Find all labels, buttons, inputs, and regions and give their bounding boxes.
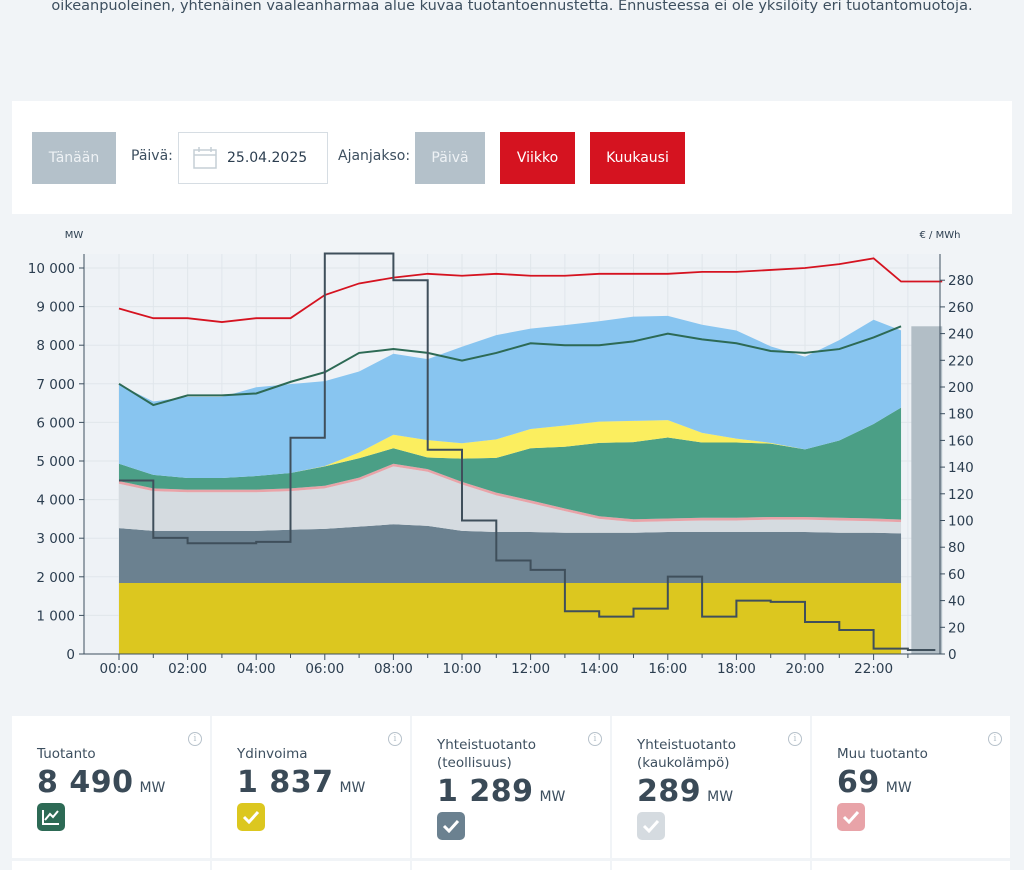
card-unit: MW [139,780,166,796]
card-title: Yhteistuotanto (kaukolämpö) [637,737,736,771]
right-tick-label: 40 [948,594,965,610]
summary-card: i Yhteistuotanto (teollisuus) 1 289 MW [412,716,610,858]
card-unit: MW [339,780,366,796]
right-tick-label: 20 [948,620,965,636]
card-unit: MW [885,780,912,796]
info-icon[interactable]: i [388,732,402,746]
x-tick-label: 20:00 [786,661,825,677]
right-tick-label: 180 [948,407,974,423]
total-production-line [118,325,902,407]
card-title: Yhteistuotanto (teollisuus) [437,737,536,771]
right-tick-label: 60 [948,567,965,583]
right-tick-label: 0 [948,647,957,663]
x-tick-label: 06:00 [305,661,344,677]
check-icon[interactable] [437,812,465,840]
x-tick-label: 14:00 [580,661,619,677]
right-tick-label: 240 [948,327,974,343]
right-tick-label: 140 [948,460,974,476]
card-unit: MW [707,789,734,805]
right-tick-label: 280 [948,273,974,289]
area-series-chp_industry [119,524,902,584]
card-row-2 [612,861,810,870]
card-title: Ydinvoima [237,746,308,762]
price-line [119,252,936,651]
card-row-2 [812,861,1010,870]
x-tick-label: 10:00 [443,661,482,677]
left-tick-label: 10 000 [28,261,75,277]
check-icon[interactable] [837,803,865,831]
card-value: 8 490 MW [37,765,166,800]
info-icon[interactable]: i [188,732,202,746]
card-value: 1 289 MW [437,774,566,809]
left-tick-label: 2 000 [36,570,75,586]
left-tick-label: 0 [66,647,75,663]
left-tick-label: 1 000 [36,608,75,624]
production-chart: 0 1 000 2 000 3 000 4 000 5 000 6 000 7 000 8 00… [12,214,1012,714]
line-chart-icon [37,803,65,831]
left-tick-label: 8 000 [36,338,75,354]
card-row-2 [12,861,210,870]
card-row-2 [212,861,410,870]
x-tick-label: 22:00 [854,661,893,677]
right-tick-label: 100 [948,514,974,530]
date-value: 25.04.2025 [227,150,308,166]
summary-card: i Ydinvoima 1 837 MW [212,716,410,858]
x-tick-label: 08:00 [374,661,413,677]
left-axis-unit: MW [65,230,84,241]
info-icon[interactable]: i [788,732,802,746]
controls-panel: Tänään Päivä: 25.04.2025 Ajanjakso: Päiv… [12,101,1012,214]
right-axis-unit: € / MWh [920,230,961,241]
right-tick-label: 120 [948,487,974,503]
left-tick-label: 6 000 [36,415,75,431]
info-icon[interactable]: i [988,732,1002,746]
right-tick-label: 200 [948,380,974,396]
area-series-chp_district [119,466,902,534]
intro-text: oikeanpuoleinen, yhtenäinen vaaleanharma… [51,0,973,14]
area-series-solar [119,407,902,478]
date-input[interactable]: 25.04.2025 [178,132,328,184]
x-tick-label: 16:00 [648,661,687,677]
right-tick-label: 80 [948,540,965,556]
x-tick-label: 12:00 [511,661,550,677]
card-title: Muu tuotanto [837,746,928,762]
card-value: 1 837 MW [237,765,366,800]
date-label: Päivä: [131,148,173,164]
left-tick-label: 5 000 [36,454,75,470]
card-value: 69 MW [837,765,912,800]
card-value: 289 MW [637,774,734,809]
x-tick-label: 00:00 [100,661,139,677]
area-series-wind [119,407,902,520]
chart-svg: 0 1 000 2 000 3 000 4 000 5 000 6 000 7 000 8 00… [28,230,974,677]
area-series-nuclear [119,582,902,654]
today-button[interactable]: Tänään [32,132,116,184]
forecast-area [911,326,943,654]
card-unit: MW [539,789,566,805]
check-icon[interactable] [637,812,665,840]
x-tick-label: 18:00 [717,661,756,677]
card-row-2 [412,861,610,870]
summary-cards: i Tuotanto 8 490 MW i Ydinvoima 1 837 MW i Yhteis… [12,714,1012,870]
check-icon[interactable] [237,803,265,831]
left-tick-label: 3 000 [36,531,75,547]
x-tick-label: 02:00 [168,661,207,677]
summary-card: i Muu tuotanto 69 MW [812,716,1010,858]
day-button[interactable]: Päivä [415,132,485,184]
calendar-icon [193,147,217,169]
summary-card: i Tuotanto 8 490 MW [12,716,210,858]
right-tick-label: 220 [948,353,974,369]
consumption-line [118,257,943,323]
right-tick-label: 260 [948,300,974,316]
summary-card: i Yhteistuotanto (kaukolämpö) 289 MW [612,716,810,858]
week-button[interactable]: Viikko [500,132,575,184]
x-tick-label: 04:00 [237,661,276,677]
info-icon[interactable]: i [588,732,602,746]
period-label: Ajanjakso: [338,148,411,164]
card-title: Tuotanto [37,746,96,762]
right-tick-label: 160 [948,433,974,449]
left-tick-label: 9 000 [36,300,75,316]
month-button[interactable]: Kuukausi [590,132,685,184]
left-tick-label: 7 000 [36,377,75,393]
left-tick-label: 4 000 [36,493,75,509]
